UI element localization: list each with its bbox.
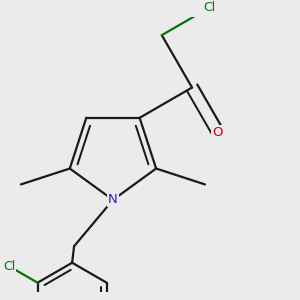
Text: Cl: Cl: [203, 2, 215, 14]
Text: O: O: [212, 126, 223, 139]
Text: Cl: Cl: [3, 260, 15, 273]
Text: N: N: [108, 194, 118, 206]
